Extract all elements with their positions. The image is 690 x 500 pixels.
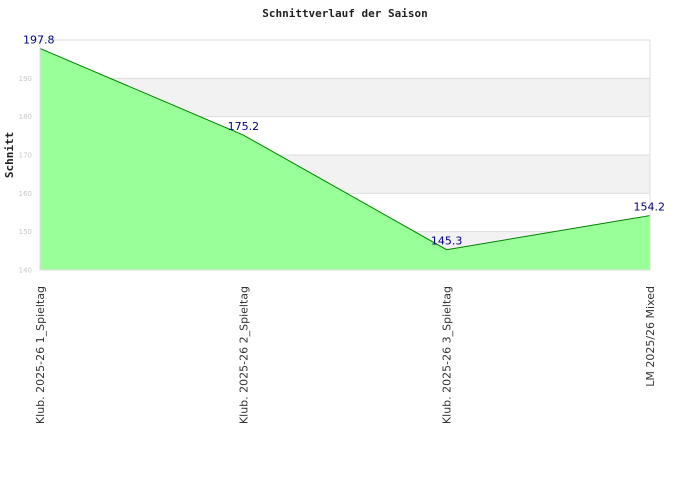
y-tick-label: 140 — [19, 267, 32, 275]
data-label: 197.8 — [23, 33, 55, 46]
data-label: 145.3 — [431, 235, 463, 248]
x-tick-label: Klub. 2025-26 1_Spieltag — [34, 286, 47, 424]
chart-title: Schnittverlauf der Saison — [262, 7, 428, 20]
plot-area: 140 150 160 170 180 190 Klub. 2025-26 1_Spielt… — [19, 33, 665, 424]
y-tick-label: 150 — [19, 228, 32, 236]
plot-border — [39, 39, 651, 271]
data-label: 175.2 — [228, 120, 260, 133]
x-tick-label: Klub. 2025-26 3_Spieltag — [441, 286, 454, 424]
y-tick-label: 190 — [19, 75, 32, 83]
y-tick-label: 170 — [19, 152, 32, 160]
x-tick-label: Klub. 2025-26 2_Spieltag — [237, 286, 250, 424]
y-axis-label: Schnitt — [3, 132, 16, 178]
data-label: 154.2 — [634, 201, 666, 214]
x-tick-label: LM 2025/26 Mixed — [644, 286, 657, 387]
series-area — [40, 48, 650, 270]
y-tick-label: 180 — [19, 113, 32, 121]
y-tick-label: 160 — [19, 190, 32, 198]
series-line — [39, 47, 651, 251]
